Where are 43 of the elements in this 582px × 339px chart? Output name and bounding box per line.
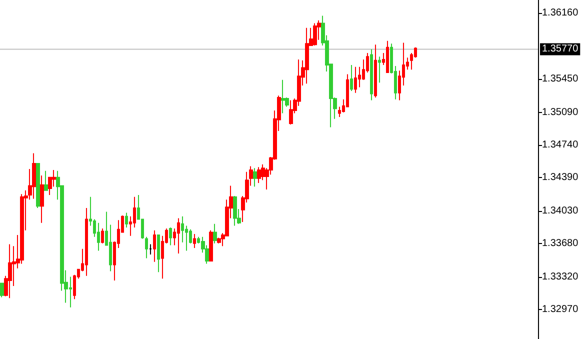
candlestick: [153, 230, 156, 262]
candlestick: [101, 228, 104, 244]
candlestick: [289, 100, 293, 125]
candlestick: [217, 237, 221, 244]
candlestick: [209, 230, 213, 262]
candlestick: [386, 40, 389, 73]
candlestick: [125, 212, 128, 228]
y-tick-label: 1.34740: [542, 139, 579, 150]
y-tick-label: 1.33320: [542, 271, 579, 282]
candlestick: [374, 44, 377, 98]
y-tick-label: 1.35090: [542, 106, 579, 118]
candlestick: [193, 234, 196, 248]
candlestick: [36, 162, 40, 209]
y-tick-label: 1.34390: [542, 172, 579, 183]
candlestick: [32, 152, 36, 200]
candlestick: [177, 218, 180, 254]
y-tick-label: 1.34030: [542, 205, 579, 216]
ref-line-label: 1.35770: [542, 44, 579, 55]
candlestick: [0, 282, 4, 298]
candlestick: [281, 79, 285, 114]
candlestick: [8, 244, 12, 299]
candlestick: [169, 227, 172, 246]
candlestick: [253, 168, 257, 188]
candlestick: [370, 48, 373, 101]
candlestick: [313, 22, 317, 46]
y-tick-label: 1.33680: [542, 238, 579, 249]
candlestick: [149, 244, 152, 255]
y-tick-label: 1.32970: [542, 304, 579, 315]
candlestick: [354, 66, 357, 94]
candlestick: [157, 234, 160, 273]
candlestick: [213, 223, 217, 244]
candlestick: [40, 175, 44, 224]
y-tick-label: 1.36160: [542, 8, 579, 19]
candlestick: [350, 64, 353, 92]
candlestick: [85, 208, 88, 276]
candlestick: [257, 166, 261, 184]
candlestick: [97, 222, 100, 252]
candlestick: [305, 27, 309, 84]
candlestick: [233, 195, 237, 226]
y-tick-label: 1.35450: [542, 73, 579, 84]
candlestick: [378, 56, 381, 84]
candlestick: [44, 170, 48, 191]
candlestick: [20, 194, 24, 264]
